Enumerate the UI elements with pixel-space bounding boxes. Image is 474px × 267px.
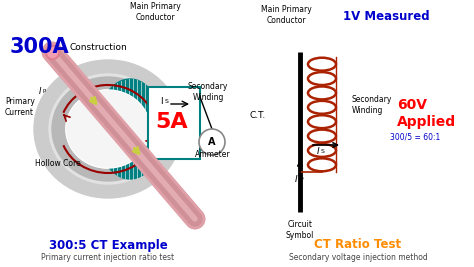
Bar xyxy=(148,87,200,159)
Text: Secondary
Winding: Secondary Winding xyxy=(352,95,392,115)
Ellipse shape xyxy=(66,90,150,168)
Text: Primary
Current: Primary Current xyxy=(5,97,35,117)
Text: Construction: Construction xyxy=(70,42,128,52)
Text: Applied: Applied xyxy=(397,115,456,129)
Ellipse shape xyxy=(49,74,167,184)
Text: Secondary voltage injection method: Secondary voltage injection method xyxy=(289,253,428,261)
Text: Main Primary
Conductor: Main Primary Conductor xyxy=(261,5,311,25)
Text: I: I xyxy=(39,88,41,96)
Text: CT Ratio Test: CT Ratio Test xyxy=(314,238,401,252)
Text: 60V: 60V xyxy=(397,98,427,112)
Circle shape xyxy=(199,129,225,155)
Text: 1V Measured: 1V Measured xyxy=(343,10,429,23)
Text: 300/5 = 60:1: 300/5 = 60:1 xyxy=(390,132,440,142)
Text: Primary current injection ratio test: Primary current injection ratio test xyxy=(41,253,174,261)
Text: P: P xyxy=(43,89,46,94)
Text: 300A: 300A xyxy=(10,37,70,57)
Text: 300:5 CT Example: 300:5 CT Example xyxy=(49,238,167,252)
Ellipse shape xyxy=(67,91,149,167)
Text: I: I xyxy=(317,147,319,156)
Text: Hollow Core: Hollow Core xyxy=(35,159,81,168)
Text: Secondary
Winding: Secondary Winding xyxy=(188,82,228,102)
Ellipse shape xyxy=(97,79,163,179)
Text: I: I xyxy=(294,175,297,184)
Text: S: S xyxy=(321,149,325,154)
Text: I: I xyxy=(160,97,163,107)
Text: P: P xyxy=(299,177,302,182)
Text: Ammeter: Ammeter xyxy=(195,150,231,159)
Ellipse shape xyxy=(66,90,150,168)
Text: C.T.: C.T. xyxy=(250,111,266,120)
Text: S: S xyxy=(165,99,169,104)
Text: 5A: 5A xyxy=(155,112,188,132)
Text: A: A xyxy=(208,137,216,147)
Text: Main Primary
Conductor: Main Primary Conductor xyxy=(129,2,181,22)
Ellipse shape xyxy=(52,77,164,181)
Ellipse shape xyxy=(34,60,182,198)
Text: Circuit
Symbol: Circuit Symbol xyxy=(286,220,314,240)
